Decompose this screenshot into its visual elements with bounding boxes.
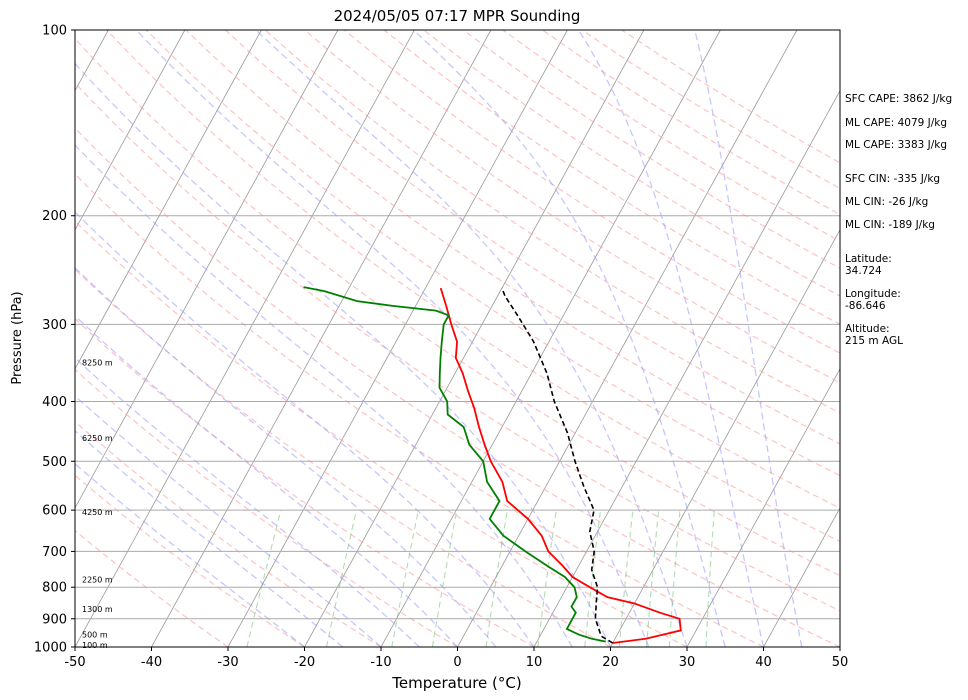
x-tick-label: 50: [832, 655, 849, 670]
ml-cape-text-2: ML CAPE: 3383 J/kg: [845, 139, 947, 151]
isotherm-line: [75, 30, 262, 370]
y-tick-label: 400: [42, 395, 67, 410]
latitude-label: Latitude:: [845, 253, 892, 265]
chart-title: 2024/05/05 07:17 MPR Sounding: [334, 7, 581, 25]
isotherm-line: [75, 30, 415, 647]
moist-adiabat-line: [578, 30, 765, 647]
isotherm-line: [686, 367, 840, 647]
x-tick-label: 20: [602, 655, 619, 670]
x-tick-label: -50: [64, 655, 85, 670]
y-tick-label: 900: [42, 612, 67, 627]
moist-adiabat-line: [75, 210, 535, 647]
height-label: 500 m: [82, 631, 108, 640]
longitude-label: Longitude:: [845, 288, 901, 300]
x-tick-label: 0: [453, 655, 461, 670]
ml-cin-text-2: ML CIN: -189 J/kg: [845, 219, 935, 231]
x-tick-label: -40: [141, 655, 162, 670]
parcel-trace: [501, 287, 614, 644]
dry-adiabat-line: [423, 30, 840, 297]
isotherm-line: [763, 507, 840, 647]
y-tick-label: 300: [42, 318, 67, 333]
sounding-profiles: [303, 286, 682, 644]
moist-adiabat-line: [75, 430, 344, 647]
y-tick-label: 600: [42, 504, 67, 519]
isotherm-line: [380, 30, 721, 647]
moist-adiabat-line: [413, 30, 726, 647]
isotherm-line: [75, 30, 339, 509]
altitude-label: Altitude:: [845, 323, 890, 335]
isotherm-line: [227, 30, 568, 647]
x-tick-label: -30: [217, 655, 238, 670]
moist-adiabat-line: [75, 357, 420, 647]
dry-adiabat-line: [106, 30, 840, 543]
isotherm-line: [75, 30, 186, 231]
x-tick-label: -20: [294, 655, 315, 670]
dry-adiabat-line: [383, 30, 840, 325]
x-axis-title: Temperature (°C): [391, 674, 521, 692]
moist-adiabat-line: [75, 62, 612, 647]
height-label: 4250 m: [82, 508, 113, 517]
y-tick-label: 200: [42, 209, 67, 224]
height-label: 8250 m: [82, 359, 113, 368]
y-tick-label: 700: [42, 545, 67, 560]
moist-adiabat-line: [75, 462, 305, 647]
moist-adiabat-line: [75, 144, 573, 647]
dry-adiabat-line: [75, 127, 840, 647]
latitude-value: 34.724: [845, 265, 882, 277]
dry-adiabat-line: [75, 420, 382, 647]
moist-adiabat-line: [75, 266, 497, 647]
isotherm-line: [304, 30, 645, 647]
height-label: 6250 m: [82, 434, 113, 443]
y-axis-title: Pressure (hPa): [10, 291, 25, 384]
dewpoint-trace: [303, 286, 606, 643]
y-tick-label: 1000: [34, 641, 67, 656]
side-info-panel: SFC CAPE: 3862 J/kg ML CAPE: 4079 J/kg M…: [845, 93, 952, 347]
x-tick-label: 30: [679, 655, 696, 670]
dry-adiabat-line: [75, 529, 229, 647]
temperature-trace: [439, 287, 682, 644]
sfc-cape-text: SFC CAPE: 3862 J/kg: [845, 93, 952, 105]
longitude-value: -86.646: [845, 300, 886, 312]
dry-adiabat-line: [225, 30, 840, 445]
x-tick-label: 40: [755, 655, 772, 670]
x-axis-ticks: -50 -40 -30 -20 -10 0 10 20 30 40 50: [64, 647, 848, 670]
x-tick-label: 10: [526, 655, 543, 670]
moist-adiabat-line: [75, 314, 458, 647]
altitude-value: 215 m AGL: [845, 335, 903, 347]
x-tick-label: -10: [370, 655, 391, 670]
moist-adiabat-line: [75, 395, 382, 647]
ml-cin-text-1: ML CIN: -26 J/kg: [845, 196, 928, 208]
sfc-cin-text: SFC CIN: -335 J/kg: [845, 173, 940, 185]
dry-adiabat-line: [75, 368, 458, 647]
y-axis-ticks: 1000 900 800 700 600 500 400 300 200 100: [34, 24, 75, 656]
height-label: 1300 m: [82, 605, 113, 614]
dry-adiabat-line: [75, 82, 840, 612]
dry-adiabat-line: [75, 220, 688, 647]
dry-adiabat-line: [145, 30, 840, 509]
y-tick-label: 500: [42, 455, 67, 470]
background-lines: [75, 30, 840, 647]
ml-cape-text-1: ML CAPE: 4079 J/kg: [845, 117, 947, 129]
y-tick-label: 800: [42, 581, 67, 596]
isotherm-line: [610, 228, 840, 647]
dry-adiabat-line: [343, 30, 840, 354]
height-label: 100 m: [82, 641, 108, 650]
isotherm-line: [533, 89, 840, 647]
moist-adiabat-line: [694, 30, 803, 647]
dry-adiabat-line: [75, 37, 840, 577]
height-label: 2250 m: [82, 576, 113, 585]
dry-adiabat-line: [264, 30, 840, 414]
dry-adiabat-line: [75, 173, 764, 647]
y-tick-label: 100: [42, 24, 67, 39]
